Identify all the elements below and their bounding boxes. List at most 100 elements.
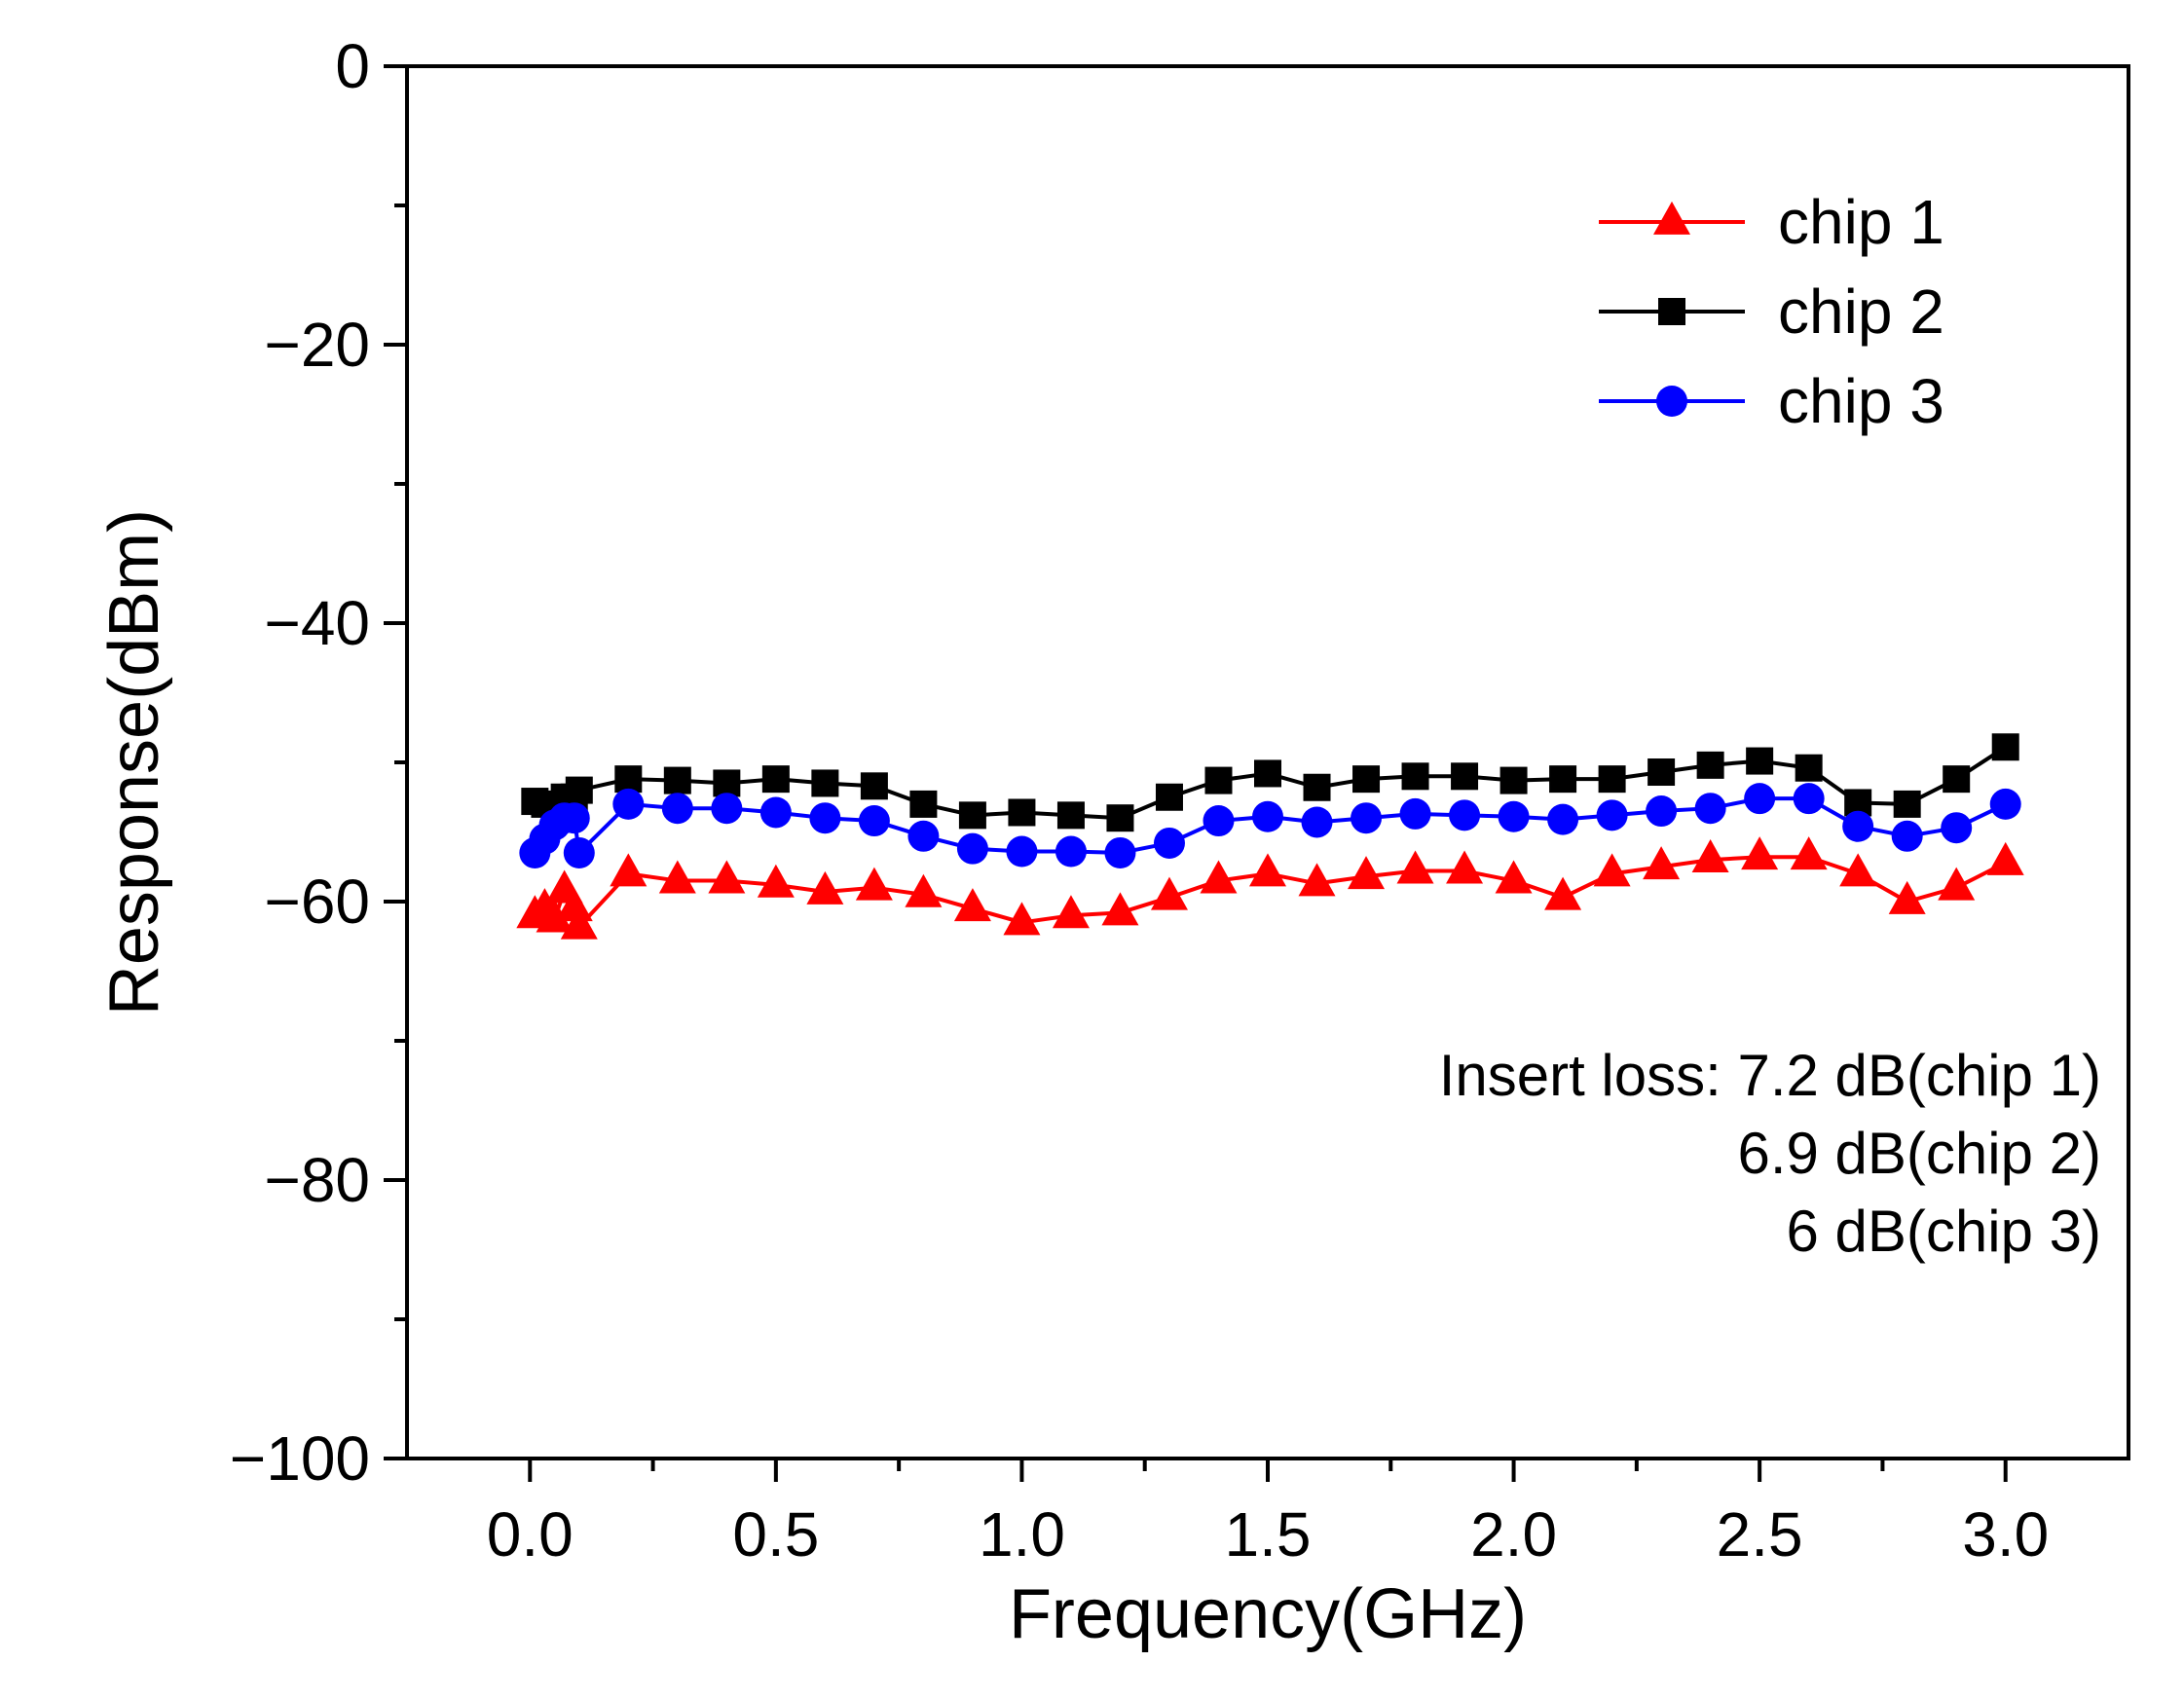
data-point-chip-3 <box>1055 835 1087 868</box>
data-point-chip-2 <box>1647 758 1676 787</box>
data-point-chip-1 <box>1643 846 1681 880</box>
data-point-chip-2 <box>1106 804 1134 832</box>
data-point-chip-3 <box>1842 810 1874 842</box>
data-point-chip-1 <box>1544 876 1582 910</box>
data-point-chip-1 <box>1298 863 1336 897</box>
data-point-chip-1 <box>1249 853 1286 887</box>
data-point-chip-2 <box>1056 801 1085 830</box>
data-point-chip-2 <box>1204 766 1233 794</box>
data-point-chip-3 <box>1891 820 1923 852</box>
data-point-chip-3 <box>1104 836 1136 868</box>
series-chip-3 <box>519 783 2021 868</box>
x-tick-label: 3.0 <box>1962 1499 2049 1570</box>
legend-swatch-marker <box>1656 386 1687 417</box>
data-point-chip-2 <box>1303 773 1331 801</box>
data-point-chip-3 <box>1153 827 1185 859</box>
data-point-chip-1 <box>1052 895 1090 929</box>
data-point-chip-2 <box>614 765 643 794</box>
data-point-chip-2 <box>1008 798 1036 827</box>
data-point-chip-1 <box>610 853 648 887</box>
data-point-chip-1 <box>1790 836 1828 870</box>
data-point-chip-3 <box>759 796 792 829</box>
data-point-chip-2 <box>761 765 790 794</box>
data-point-chip-2 <box>958 801 986 830</box>
y-tick-label: −80 <box>264 1145 370 1215</box>
x-tick-label: 0.0 <box>487 1499 574 1570</box>
data-point-chip-1 <box>757 864 795 898</box>
data-point-chip-3 <box>1399 797 1431 830</box>
data-point-chip-2 <box>1254 759 1281 788</box>
annotation-line-3: 6 dB(chip 3) <box>1787 1199 2102 1264</box>
data-point-chip-1 <box>905 873 943 907</box>
data-point-chip-3 <box>956 832 988 865</box>
data-point-chip-3 <box>1449 799 1481 831</box>
data-point-chip-3 <box>1252 800 1283 832</box>
data-point-chip-3 <box>1989 788 2021 820</box>
data-point-chip-1 <box>855 867 893 901</box>
data-point-chip-1 <box>1741 836 1779 870</box>
annotation-line-2: 6.9 dB(chip 2) <box>1737 1121 2101 1186</box>
data-point-chip-2 <box>1549 765 1577 794</box>
data-point-chip-2 <box>1943 765 1971 794</box>
series-chip-1 <box>516 836 2024 940</box>
data-point-chip-2 <box>1451 762 1479 791</box>
legend-item-chip-3: chip 3 <box>1599 366 1944 436</box>
y-tick-label: 0 <box>335 31 370 101</box>
x-tick-label: 2.5 <box>1717 1499 1803 1570</box>
data-point-chip-1 <box>1691 839 1729 873</box>
series-layer <box>516 733 2024 940</box>
y-axis-title: Response(dBm) <box>95 509 173 1016</box>
data-point-chip-1 <box>1200 860 1238 894</box>
data-point-chip-2 <box>565 776 593 804</box>
data-point-chip-2 <box>1598 765 1626 794</box>
y-tick-label: −20 <box>264 310 370 380</box>
data-point-chip-3 <box>858 805 890 837</box>
x-tick-label: 1.0 <box>979 1499 1065 1570</box>
data-point-chip-3 <box>711 793 743 825</box>
axis-tick-labels: 0.0 0.5 1.0 1.5 2.0 2.5 3.0 0 −20 −40 −60 −80 −100 <box>230 31 2049 1570</box>
data-point-chip-1 <box>560 905 598 940</box>
data-point-chip-1 <box>658 860 696 894</box>
data-point-chip-2 <box>1352 765 1381 794</box>
insert-loss-annotation: Insert loss: 7.2 dB(chip 1) 6.9 dB(chip … <box>1439 1043 2101 1264</box>
legend-label: chip 1 <box>1778 187 1944 257</box>
data-point-chip-1 <box>708 860 746 894</box>
data-point-chip-1 <box>1986 841 2024 875</box>
data-point-chip-3 <box>1301 806 1333 838</box>
data-point-chip-2 <box>1401 762 1429 791</box>
legend-label: chip 3 <box>1778 366 1944 436</box>
data-point-chip-3 <box>907 820 940 852</box>
data-point-chip-2 <box>713 769 741 797</box>
data-point-chip-1 <box>1101 892 1139 926</box>
y-tick-label: −60 <box>264 867 370 937</box>
axis-ticks <box>384 64 2008 1482</box>
data-point-chip-1 <box>555 888 593 922</box>
data-point-chip-3 <box>1941 812 1973 844</box>
data-point-chip-1 <box>1003 902 1041 936</box>
y-tick-label: −40 <box>264 588 370 658</box>
data-point-chip-3 <box>558 802 590 834</box>
data-point-chip-3 <box>1351 802 1383 834</box>
y-tick-label: −100 <box>230 1423 370 1494</box>
legend-item-chip-1: chip 1 <box>1599 187 1944 257</box>
data-point-chip-1 <box>1593 853 1631 887</box>
data-point-chip-1 <box>953 888 991 922</box>
data-point-chip-3 <box>1203 805 1235 837</box>
x-tick-label: 0.5 <box>732 1499 819 1570</box>
annotation-line-1: Insert loss: 7.2 dB(chip 1) <box>1439 1043 2101 1108</box>
x-tick-label: 1.5 <box>1225 1499 1312 1570</box>
data-point-chip-2 <box>1746 747 1774 775</box>
data-point-chip-3 <box>1646 795 1678 828</box>
data-point-chip-1 <box>1446 850 1484 884</box>
data-point-chip-3 <box>1744 783 1776 815</box>
data-point-chip-2 <box>860 772 888 800</box>
x-axis-title: Frequency(GHz) <box>1009 1575 1527 1653</box>
legend-swatch-marker <box>1658 298 1685 325</box>
data-point-chip-2 <box>811 769 839 797</box>
data-point-chip-3 <box>661 793 693 825</box>
legend-swatch-marker <box>1653 201 1690 235</box>
legend: chip 1 chip 2 chip 3 <box>1599 187 1944 436</box>
data-point-chip-2 <box>909 790 938 818</box>
x-tick-label: 2.0 <box>1470 1499 1557 1570</box>
